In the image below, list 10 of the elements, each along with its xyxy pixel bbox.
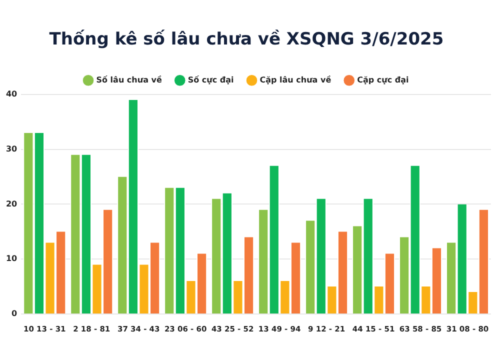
legend-label: Cặp cực đại xyxy=(357,75,409,84)
legend-label: Cặp lâu chưa về xyxy=(260,75,332,84)
chart-title: Thống kê số lâu chưa về XSQNG 3/6/2025 xyxy=(49,30,444,50)
y-tick-label: 20 xyxy=(6,199,18,208)
y-tick-label: 10 xyxy=(6,254,18,264)
legend-label: Số cực đại xyxy=(188,75,234,84)
y-tick-label: 30 xyxy=(6,144,18,154)
y-tick-label: 0 xyxy=(12,309,18,318)
legend-label: Số lâu chưa về xyxy=(96,75,162,84)
y-tick-label: 40 xyxy=(6,89,18,98)
